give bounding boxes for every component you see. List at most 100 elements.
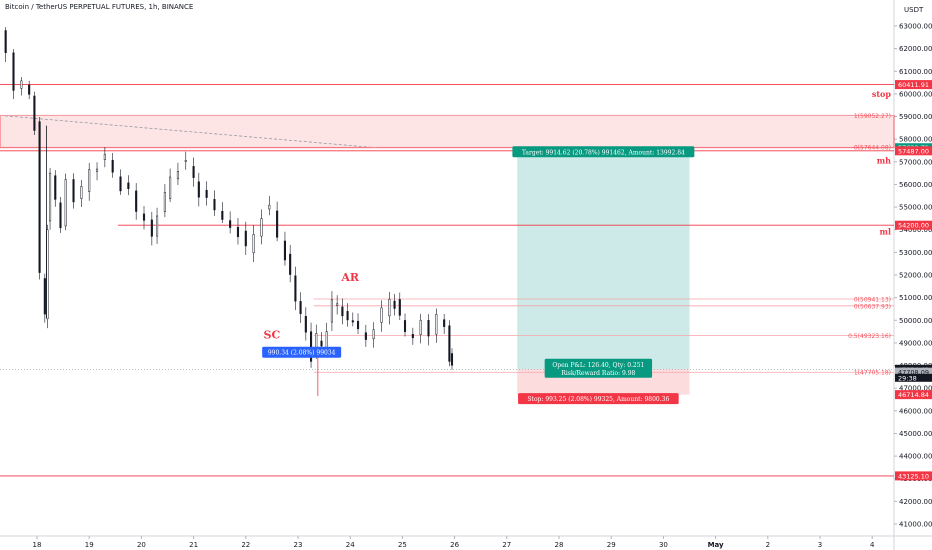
y-tick-label: 60000.00 [899, 90, 932, 98]
price-badge-text: 57487.00 [898, 147, 929, 155]
y-tick-label: 45000.00 [899, 430, 932, 438]
chart-title: Bitcoin / TetherUS PERPETUAL FUTURES, 1h… [5, 3, 194, 11]
y-tick-label: 41000.00 [899, 521, 932, 529]
candle-body [289, 253, 292, 275]
x-tick-label: 29 [607, 541, 616, 549]
candle-body [356, 320, 360, 330]
candle-body [12, 52, 15, 91]
candle-body [127, 182, 130, 189]
x-tick-label: 23 [294, 541, 303, 549]
x-tick-label: 18 [33, 541, 42, 549]
annotation-mh: mh [877, 156, 891, 166]
candle-body [393, 300, 396, 309]
y-tick-label: 63000.00 [899, 23, 932, 31]
candle-body [388, 299, 391, 317]
candle-body [150, 219, 153, 237]
candle-body [142, 213, 146, 221]
y-tick-label: 58000.00 [899, 136, 932, 144]
x-tick-label: 26 [450, 541, 459, 549]
candle-body [450, 353, 454, 366]
x-tick-label: 30 [659, 541, 668, 549]
annotation-ml: ml [879, 227, 891, 237]
candle-body [310, 331, 313, 362]
y-tick-label: 52000.00 [899, 272, 932, 280]
candle-body [72, 179, 75, 203]
price-badge-text: 47708.09 [898, 369, 929, 377]
y-tick-label: 62000.00 [899, 45, 932, 53]
y-tick-label: 56000.00 [899, 181, 932, 189]
x-tick-label: 21 [189, 541, 198, 549]
price-badge-text: 46714.84 [898, 391, 929, 399]
candle-body [169, 176, 172, 199]
candle-body [260, 218, 263, 237]
y-tick-label: 46000.00 [899, 407, 932, 415]
candle-body [49, 172, 52, 222]
candle-body [276, 210, 279, 238]
position-stop-label: Stop: 993.25 (2.08%) 99325, Amount: 9800… [518, 393, 679, 405]
candle-body [43, 278, 46, 315]
y-tick-label: 57000.00 [899, 158, 932, 166]
candle-body [236, 227, 240, 237]
position-stop-label-text: Stop: 993.25 (2.08%) 99325, Amount: 9800… [527, 396, 669, 403]
candle-body [244, 230, 247, 247]
candle-body [197, 181, 200, 198]
candle-body [59, 202, 62, 229]
y-tick-label: 53000.00 [899, 249, 932, 257]
candle-body [20, 80, 23, 89]
candle-body [176, 171, 179, 180]
x-tick-label: 24 [346, 541, 355, 549]
candle-body [205, 189, 208, 198]
x-tick-label: 3 [818, 541, 822, 549]
candle-body [184, 160, 187, 162]
position-target-label: Target: 9914.62 (20.78%) 991462, Amount:… [512, 146, 695, 158]
currency-label: USDT [904, 6, 924, 14]
candle-body [268, 204, 271, 210]
candle-body [299, 301, 302, 315]
candle-body [283, 240, 286, 261]
trend-line [0, 114, 377, 149]
candle-body [28, 84, 31, 95]
x-tick-label: 25 [398, 541, 407, 549]
measure-label-bg [262, 346, 342, 358]
candle-body [103, 153, 106, 160]
candle-body [351, 320, 354, 323]
candle-body [336, 303, 339, 306]
measure-label-text: 990.34 (2.08%) 99034 [268, 350, 336, 357]
x-tick-label: 28 [555, 541, 564, 549]
candle-body [135, 190, 138, 212]
price-badge-text: 43125.10 [898, 472, 929, 480]
candle-body [192, 166, 195, 178]
price-badge-bg [895, 367, 932, 377]
x-tick-label: 27 [502, 541, 511, 549]
candle-body [252, 234, 255, 254]
candle-body [294, 275, 297, 302]
fib-level-label: 1(59052.27) [854, 113, 891, 120]
candle-body [95, 168, 99, 172]
candle-body [398, 299, 401, 316]
price-badge: 47708.09 [895, 367, 932, 377]
candle-body [163, 192, 166, 212]
price-badge-bg [895, 471, 932, 481]
candle-body [4, 30, 7, 53]
position-stop-label-bg [518, 393, 679, 405]
fib-level-label: 0(50941.13) [854, 296, 891, 303]
price-badge-bg [895, 220, 932, 230]
annotation-stop: stop [872, 89, 892, 99]
price-badge: 60411.91 [895, 80, 932, 90]
candle-body [111, 159, 114, 173]
fib-level-label: 1(47705.18) [854, 370, 891, 377]
x-tick-label: 19 [85, 541, 94, 549]
price-badge-bg [895, 146, 932, 156]
candle-body [119, 176, 122, 192]
candle-body [443, 319, 446, 327]
candle-body [403, 320, 407, 332]
candle-body [419, 319, 422, 335]
price-badge: 46714.84 [895, 390, 932, 400]
candle-body [46, 229, 49, 320]
candle-body [38, 121, 41, 273]
candle-body [380, 307, 383, 323]
candle-body [341, 306, 344, 317]
position-open-label-text: Open P&L: 126.40, Qty: 0.251 [552, 362, 644, 369]
